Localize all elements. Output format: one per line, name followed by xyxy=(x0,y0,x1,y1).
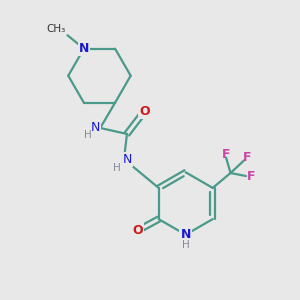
Text: N: N xyxy=(79,42,89,55)
Text: N: N xyxy=(181,228,191,241)
Text: O: O xyxy=(140,105,150,118)
Text: H: H xyxy=(84,130,92,140)
Text: F: F xyxy=(222,148,230,160)
Text: H: H xyxy=(113,163,120,172)
Text: N: N xyxy=(91,122,101,134)
Text: F: F xyxy=(243,151,252,164)
Text: H: H xyxy=(182,240,190,250)
Text: F: F xyxy=(247,169,256,182)
Text: CH₃: CH₃ xyxy=(46,24,65,34)
Text: O: O xyxy=(133,224,143,237)
Text: N: N xyxy=(122,153,132,166)
